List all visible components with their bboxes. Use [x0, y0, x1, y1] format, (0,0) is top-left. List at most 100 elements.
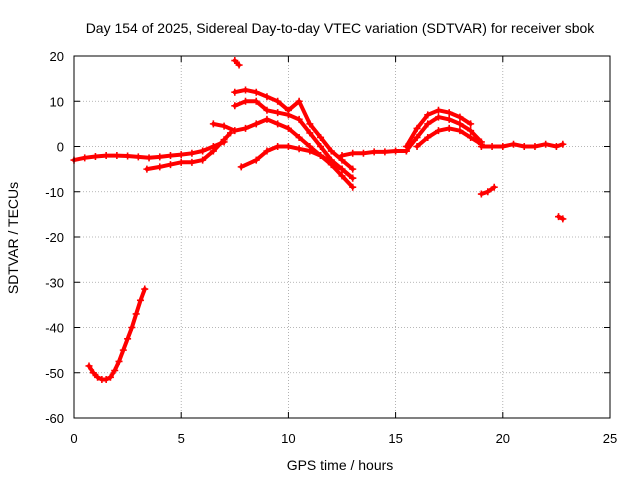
data-point: [263, 147, 271, 155]
series-late-baseline: [477, 140, 567, 150]
x-axis-label: GPS time / hours: [287, 457, 394, 473]
y-tick-label: 10: [50, 94, 64, 109]
series-baseline-early: [70, 138, 228, 164]
data-point: [434, 127, 442, 135]
data-point: [392, 147, 400, 155]
series-line: [87, 287, 147, 382]
data-point: [136, 296, 144, 304]
data-point: [188, 158, 196, 166]
y-axis-label: SDTVAR / TECUs: [5, 182, 21, 294]
data-point: [295, 145, 303, 153]
data-point: [488, 143, 496, 150]
data-point: [317, 143, 325, 150]
x-tick-label: 25: [603, 431, 617, 446]
series-arc-bottom: [237, 143, 357, 182]
data-point: [156, 163, 164, 171]
x-tick-label: 20: [496, 431, 510, 446]
data-point: [456, 127, 464, 135]
data-point: [445, 115, 453, 123]
data-point: [242, 124, 250, 132]
data-point: [115, 357, 123, 365]
data-point: [102, 152, 110, 160]
data-point: [284, 111, 292, 119]
y-tick-label: -60: [45, 411, 64, 426]
data-point: [467, 133, 475, 141]
data-point: [81, 154, 89, 162]
series-low-branch: [143, 129, 235, 173]
axis-ticks: 0 5 10 15 20 25 -60 -50 -40 -30 -20 -10 0 10 20: [45, 49, 617, 446]
series-line: [404, 115, 484, 153]
data-point: [91, 152, 99, 160]
data-point: [317, 133, 325, 141]
data-point: [338, 152, 346, 160]
data-point: [132, 310, 140, 318]
data-point: [552, 143, 560, 150]
data-point: [274, 143, 282, 150]
data-point: [381, 148, 389, 156]
series-late-point: [555, 213, 567, 223]
data-point: [349, 149, 357, 157]
data-point: [413, 124, 421, 132]
data-point: [477, 190, 485, 198]
data-point: [252, 156, 260, 164]
data-point: [102, 376, 110, 384]
data-point: [111, 366, 119, 374]
data-point: [484, 188, 492, 196]
data-point: [370, 148, 378, 156]
series-deep-arc: [85, 285, 149, 384]
x-tick-label: 10: [281, 431, 295, 446]
data-point: [555, 213, 563, 221]
y-tick-label: 0: [57, 140, 64, 155]
data-point: [424, 111, 432, 119]
data-point: [231, 127, 239, 135]
data-point: [349, 165, 357, 173]
data-point: [295, 133, 303, 141]
data-point: [542, 140, 550, 148]
data-point: [220, 136, 228, 144]
data-point: [119, 346, 127, 354]
data-point: [85, 362, 93, 370]
data-point: [156, 153, 164, 161]
data-point: [106, 373, 114, 381]
data-point: [274, 109, 282, 117]
series-hump-mid: [402, 113, 485, 155]
data-point: [327, 158, 335, 166]
data-point: [252, 88, 260, 96]
data-point: [338, 172, 346, 180]
data-point: [231, 88, 239, 96]
data-point: [113, 152, 121, 160]
data-point: [456, 113, 464, 121]
data-point: [143, 165, 151, 173]
data-point: [89, 369, 97, 377]
data-point: [94, 373, 102, 381]
data-point: [145, 154, 153, 162]
data-point: [252, 120, 260, 128]
y-tick-label: -50: [45, 366, 64, 381]
data-point: [424, 133, 432, 141]
data-point: [490, 183, 498, 191]
data-point: [338, 165, 346, 173]
data-point: [295, 97, 303, 105]
data-point: [242, 97, 250, 105]
data-point: [263, 93, 271, 101]
data-point: [413, 143, 421, 150]
data-point: [220, 122, 228, 130]
data-point: [327, 147, 335, 155]
data-point: [559, 140, 567, 148]
data-point: [445, 109, 453, 117]
data-point: [456, 120, 464, 128]
data-point: [559, 215, 567, 223]
data-point: [434, 106, 442, 114]
data-point: [445, 124, 453, 132]
data-point: [499, 143, 507, 150]
data-point: [434, 113, 442, 121]
data-point: [274, 120, 282, 128]
data-point: [349, 183, 357, 191]
data-point: [295, 115, 303, 123]
data-point: [284, 143, 292, 150]
data-point: [237, 163, 245, 171]
data-point: [209, 147, 217, 155]
x-tick-label: 5: [178, 431, 185, 446]
data-point: [231, 57, 239, 65]
data-point: [199, 147, 207, 155]
